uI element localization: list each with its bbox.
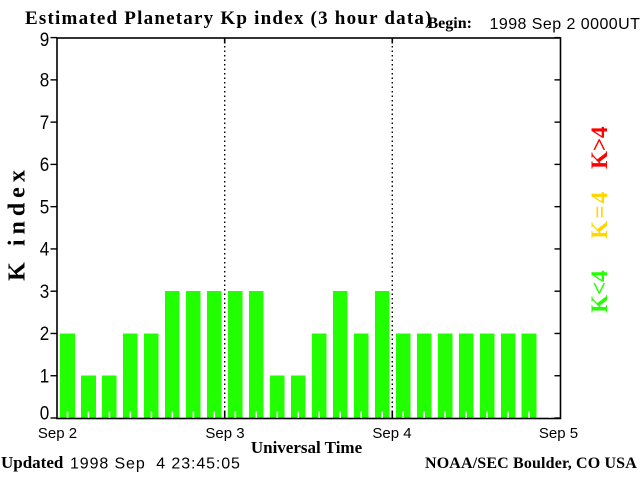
svg-text:Sep 4: Sep 4 (372, 425, 411, 442)
svg-text:8: 8 (40, 71, 50, 92)
svg-text:5: 5 (40, 197, 50, 218)
svg-text:K>4: K>4 (587, 126, 612, 169)
svg-text:6: 6 (40, 155, 50, 176)
svg-text:Sep 2: Sep 2 (38, 425, 77, 442)
svg-text:Sep 3: Sep 3 (205, 425, 244, 442)
svg-text:Begin:: Begin: (428, 15, 472, 32)
svg-text:3: 3 (40, 282, 50, 303)
svg-text:K<4: K<4 (587, 270, 612, 313)
svg-text:1998 Sep 4 23:45:05: 1998 Sep 4 23:45:05 (70, 456, 241, 473)
svg-text:9: 9 (40, 30, 50, 51)
svg-text:Sep 5: Sep 5 (539, 425, 578, 442)
svg-text:2: 2 (40, 324, 50, 345)
svg-text:Universal Time: Universal Time (251, 438, 363, 457)
svg-text:NOAA/SEC Boulder, CO USA: NOAA/SEC Boulder, CO USA (425, 455, 637, 472)
svg-text:Estimated Planetary Kp index (: Estimated Planetary Kp index (3 hour dat… (25, 8, 433, 29)
svg-text:K index: K index (5, 165, 31, 281)
svg-text:0: 0 (40, 404, 50, 425)
svg-text:4: 4 (40, 240, 50, 261)
svg-text:Updated: Updated (1, 453, 64, 472)
svg-text:1998 Sep 2 0000UT: 1998 Sep 2 0000UT (490, 16, 640, 33)
svg-text:7: 7 (40, 113, 50, 134)
svg-text:K=4: K=4 (587, 190, 612, 239)
svg-text:1: 1 (40, 366, 50, 387)
